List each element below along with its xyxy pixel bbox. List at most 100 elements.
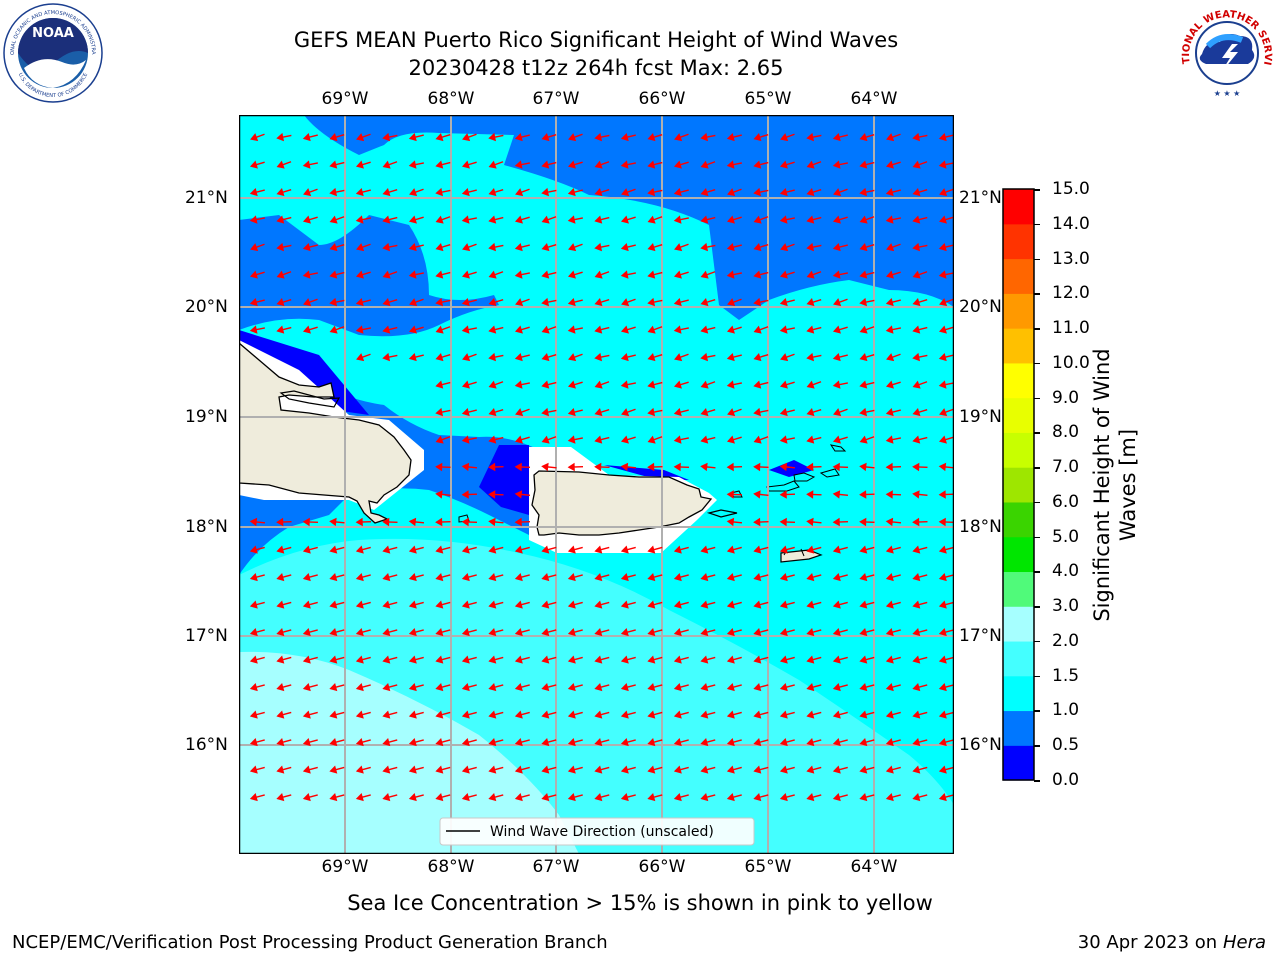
wind-wave-arrow <box>859 490 875 499</box>
wind-wave-arrow <box>514 352 530 362</box>
wind-wave-arrow <box>726 462 743 472</box>
wind-wave-arrow <box>912 765 928 774</box>
wind-wave-arrow <box>753 600 769 609</box>
wind-wave-arrow <box>567 297 583 307</box>
wave-band-2.0-3.0 <box>239 651 579 854</box>
wind-wave-arrow <box>302 270 318 279</box>
footer-date: 30 Apr 2023 on <box>1077 932 1223 953</box>
lon-label-top-68: 68°W <box>427 89 475 109</box>
map-panel: Wind Wave Direction (unscaled) <box>239 115 954 854</box>
wind-wave-arrow <box>859 462 875 472</box>
wind-wave-arrow <box>435 765 451 774</box>
wind-wave-arrow <box>329 792 345 802</box>
wind-wave-arrow <box>541 435 557 444</box>
wind-wave-arrow <box>753 380 769 389</box>
wind-wave-arrow <box>382 655 398 664</box>
wind-wave-arrow <box>355 682 371 692</box>
wind-wave-arrow <box>779 407 795 417</box>
lon-label-top-69: 69°W <box>321 89 369 109</box>
wind-wave-arrow <box>382 545 398 554</box>
wind-wave-arrow <box>833 298 848 307</box>
wind-wave-arrow <box>647 407 663 417</box>
wind-wave-arrow <box>859 160 875 169</box>
wind-wave-arrow <box>833 408 848 417</box>
wind-wave-arrow <box>832 655 848 664</box>
wind-wave-arrow <box>435 353 451 362</box>
wind-wave-arrow <box>674 133 689 142</box>
wind-wave-arrow <box>594 325 610 334</box>
wind-wave-arrow <box>620 737 636 747</box>
wind-wave-arrow <box>674 243 689 252</box>
wind-wave-arrow <box>647 792 663 802</box>
wind-wave-arrow <box>329 710 345 719</box>
wind-wave-arrow <box>541 627 557 637</box>
wind-wave-arrow <box>567 380 583 389</box>
wind-wave-arrow <box>938 352 954 362</box>
wind-wave-arrow <box>541 407 557 417</box>
colorbar-tick-label: 9.0 <box>1052 387 1080 408</box>
wind-wave-arrow <box>382 132 398 142</box>
wind-wave-arrow <box>938 710 954 719</box>
wind-wave-arrow <box>885 435 901 444</box>
map-legend: Wind Wave Direction (unscaled) <box>439 817 755 846</box>
wind-wave-arrow <box>700 298 716 307</box>
wind-wave-arrow <box>753 792 769 802</box>
wind-wave-arrow <box>885 160 901 169</box>
wind-wave-arrow <box>249 765 265 774</box>
wind-wave-arrow <box>859 517 875 527</box>
wind-wave-arrow <box>780 353 795 362</box>
wind-wave-arrow <box>885 270 901 279</box>
wind-wave-arrow <box>249 792 265 802</box>
wind-wave-arrow <box>594 792 610 802</box>
lat-label-left-16: 16°N <box>185 735 228 755</box>
wind-wave-arrow <box>673 160 689 169</box>
colorbar-swatch <box>1003 710 1034 746</box>
colorbar-tick <box>1034 293 1040 295</box>
wind-wave-arrow <box>832 160 848 169</box>
wind-wave-arrow <box>673 682 689 692</box>
wind-wave-arrow <box>620 270 636 279</box>
wind-wave-arrow <box>753 490 769 499</box>
wind-wave-arrow <box>461 490 478 499</box>
wind-wave-arrow <box>514 242 530 252</box>
wind-wave-arrow <box>620 682 636 692</box>
wind-wave-arrow <box>912 462 928 472</box>
wind-wave-arrow <box>726 270 742 279</box>
wind-wave-arrow <box>302 325 318 334</box>
wind-wave-arrow <box>250 133 265 142</box>
wind-wave-arrow <box>329 545 345 554</box>
wind-wave-arrow <box>461 765 477 774</box>
colorbar-tick-label: 14.0 <box>1052 213 1090 234</box>
wind-wave-arrow <box>329 682 345 692</box>
wind-wave-arrow <box>276 682 292 692</box>
wind-wave-arrow <box>249 572 265 582</box>
wind-wave-arrow <box>329 627 345 637</box>
wind-wave-arrow <box>382 737 398 747</box>
wind-wave-arrow <box>302 710 318 719</box>
wind-wave-arrow <box>249 160 265 169</box>
colorbar-tick <box>1034 258 1040 261</box>
wind-wave-arrow <box>806 132 822 142</box>
lon-label-bottom-66: 66°W <box>638 857 686 877</box>
wind-wave-arrow <box>912 655 928 664</box>
lat-label-left-19: 19°N <box>185 407 228 427</box>
wind-wave-arrow <box>647 243 663 252</box>
wind-wave-arrow <box>355 627 371 637</box>
wind-wave-arrow <box>673 407 689 417</box>
wind-wave-arrow <box>938 325 954 334</box>
wind-wave-arrow <box>488 682 504 692</box>
wind-wave-arrow <box>859 215 875 224</box>
lon-label-bottom-67: 67°W <box>532 857 580 877</box>
wind-wave-arrow <box>700 188 716 197</box>
wind-wave-arrow <box>912 380 928 389</box>
wind-wave-arrow <box>753 545 769 554</box>
wind-wave-arrow <box>382 627 398 637</box>
wind-wave-arrow <box>276 765 292 774</box>
wind-wave-arrow <box>620 710 636 719</box>
wind-wave-arrow <box>833 188 848 197</box>
wind-wave-arrow <box>647 600 663 609</box>
wind-wave-arrow <box>726 490 743 499</box>
wind-wave-arrow <box>726 435 742 444</box>
wind-wave-arrow <box>541 380 557 389</box>
wind-wave-arrow <box>382 710 398 719</box>
